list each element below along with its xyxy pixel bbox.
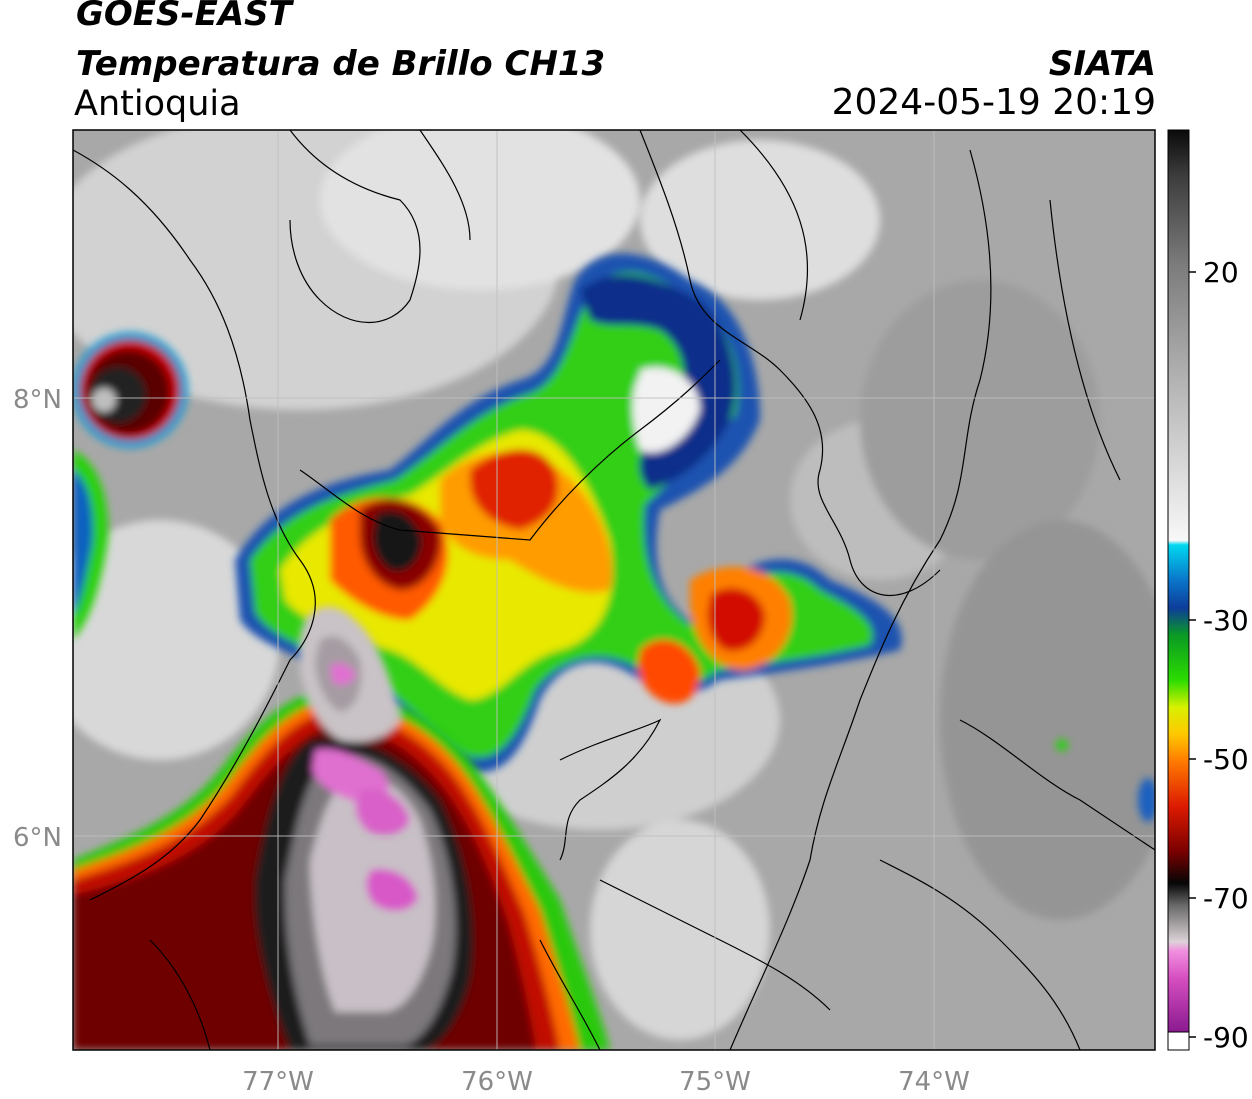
colorbar-tick-20: 20: [1203, 256, 1239, 289]
lon-label-74w: 74°W: [898, 1067, 970, 1097]
product-title: Temperatura de Brillo CH13: [76, 44, 606, 84]
organization-label: SIATA: [1048, 44, 1156, 84]
lat-label-8n: 8°N: [13, 385, 62, 415]
colorbar-tick-neg50: -50: [1203, 743, 1249, 776]
satellite-title: GOES-EAST: [76, 0, 292, 34]
borders: [73, 130, 1155, 1050]
colorbar: 20 -30 -50 -70 -90: [1167, 129, 1249, 1054]
lon-label-76w: 76°W: [461, 1067, 533, 1097]
datetime-label: 2024-05-19 20:19: [831, 82, 1156, 123]
colorbar-tick-neg70: -70: [1203, 882, 1249, 915]
colorbar-ramp: [1167, 129, 1190, 1033]
lon-label-75w: 75°W: [679, 1067, 751, 1097]
map-frame: [72, 129, 1156, 1051]
graticule: [73, 130, 1155, 1050]
colorbar-tick-neg90: -90: [1203, 1021, 1249, 1054]
lon-label-77w: 77°W: [242, 1067, 314, 1097]
region-label: Antioquia: [74, 84, 241, 124]
brightness-temperature-image: [73, 130, 1155, 1050]
colorbar-under: [1167, 1031, 1190, 1051]
colorbar-tick-neg30: -30: [1203, 604, 1249, 637]
lat-label-6n: 6°N: [13, 823, 62, 853]
